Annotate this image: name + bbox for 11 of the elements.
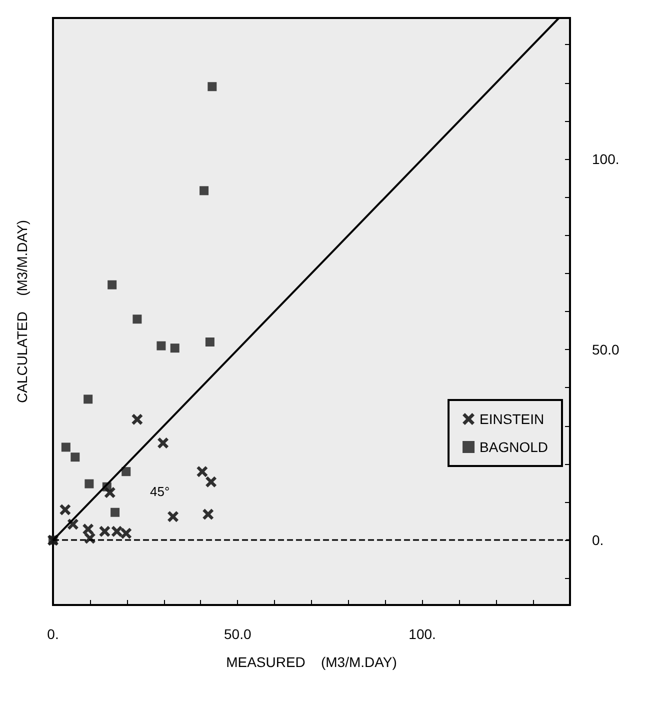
annotation: 45° [150,484,170,499]
x-tick-label: 100. [408,626,436,642]
y-tick-label: 100. [592,151,620,168]
legend-label: EINSTEIN [480,411,544,427]
legend-label: BAGNOLD [480,439,548,455]
x-axis-title: MEASURED (M3/M.DAY) [226,654,397,670]
y-tick-label: 0. [592,532,604,548]
y-tick-label: 50.0 [592,342,620,358]
y-axis-title: CALCULATED (M3/M.DAY) [14,220,30,404]
x-tick-label: 50.0 [224,626,252,642]
x-tick-label: 0. [47,626,59,642]
